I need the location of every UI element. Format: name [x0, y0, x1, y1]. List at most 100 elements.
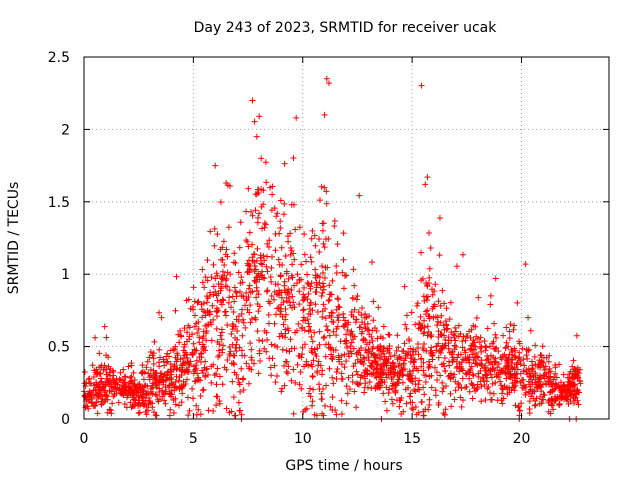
data-point	[487, 367, 494, 374]
data-point	[235, 269, 242, 276]
data-point	[256, 210, 263, 217]
data-point	[256, 337, 263, 344]
data-point	[225, 299, 232, 306]
data-point	[351, 388, 358, 395]
data-point	[263, 329, 270, 336]
data-point	[446, 362, 453, 369]
data-point	[462, 370, 469, 377]
data-point	[259, 338, 266, 345]
data-point	[491, 320, 498, 327]
data-point	[416, 320, 423, 327]
data-point	[532, 397, 539, 404]
data-point	[334, 295, 341, 302]
data-point	[235, 313, 242, 320]
data-point	[492, 379, 499, 386]
data-point	[240, 375, 247, 382]
data-point	[167, 368, 174, 375]
data-point	[432, 281, 439, 288]
data-point	[100, 383, 107, 390]
data-point	[267, 274, 274, 281]
data-point	[375, 384, 382, 391]
data-point	[323, 323, 330, 330]
data-point	[447, 299, 454, 306]
data-point	[268, 341, 275, 348]
data-point	[399, 367, 406, 374]
data-point	[557, 379, 564, 386]
data-point	[404, 351, 411, 358]
data-point	[133, 385, 140, 392]
data-point	[193, 357, 200, 364]
data-point	[237, 219, 244, 226]
data-point	[316, 197, 323, 204]
data-point	[384, 347, 391, 354]
data-point	[178, 399, 185, 406]
data-point	[282, 253, 289, 260]
data-point	[236, 244, 243, 251]
data-point	[321, 244, 328, 251]
data-point	[194, 370, 201, 377]
data-point	[243, 360, 250, 367]
data-point	[236, 288, 243, 295]
data-point	[255, 214, 262, 221]
data-point	[233, 341, 240, 348]
data-point	[223, 312, 230, 319]
data-point	[316, 341, 323, 348]
data-point	[208, 321, 215, 328]
data-point	[380, 350, 387, 357]
data-point	[204, 257, 211, 264]
data-point	[313, 289, 320, 296]
data-point	[152, 381, 159, 388]
data-point	[437, 302, 444, 309]
data-point	[164, 369, 171, 376]
data-point	[127, 378, 134, 385]
data-point	[506, 384, 513, 391]
data-point	[309, 373, 316, 380]
data-point	[507, 321, 514, 328]
data-point	[191, 298, 198, 305]
data-point	[450, 331, 457, 338]
data-point	[317, 284, 324, 291]
data-point	[258, 268, 265, 275]
data-point	[204, 295, 211, 302]
data-point	[173, 373, 180, 380]
data-point	[310, 357, 317, 364]
data-point	[129, 387, 136, 394]
data-point	[301, 231, 308, 238]
data-point	[341, 351, 348, 358]
data-point	[323, 200, 330, 207]
data-point	[487, 390, 494, 397]
data-point	[216, 373, 223, 380]
data-point	[103, 352, 110, 359]
data-point	[326, 282, 333, 289]
data-point	[279, 346, 286, 353]
data-point	[210, 407, 217, 414]
data-point	[528, 366, 535, 373]
data-point	[572, 394, 579, 401]
data-point	[96, 350, 103, 357]
data-point	[281, 382, 288, 389]
data-point	[484, 385, 491, 392]
data-point	[334, 365, 341, 372]
data-point	[361, 355, 368, 362]
data-point	[484, 325, 491, 332]
data-point	[499, 400, 506, 407]
data-point	[229, 378, 236, 385]
data-point	[166, 382, 173, 389]
data-point	[412, 381, 419, 388]
data-point	[386, 386, 393, 393]
data-point	[418, 82, 425, 89]
data-point	[401, 340, 408, 347]
data-point	[469, 381, 476, 388]
data-point	[370, 317, 377, 324]
data-point	[88, 391, 95, 398]
data-point	[300, 408, 307, 415]
data-point	[320, 334, 327, 341]
data-point	[461, 347, 468, 354]
data-point	[138, 393, 145, 400]
data-point	[320, 301, 327, 308]
data-point	[180, 378, 187, 385]
data-point	[454, 354, 461, 361]
data-point	[131, 396, 138, 403]
data-point	[466, 359, 473, 366]
data-point	[219, 346, 226, 353]
